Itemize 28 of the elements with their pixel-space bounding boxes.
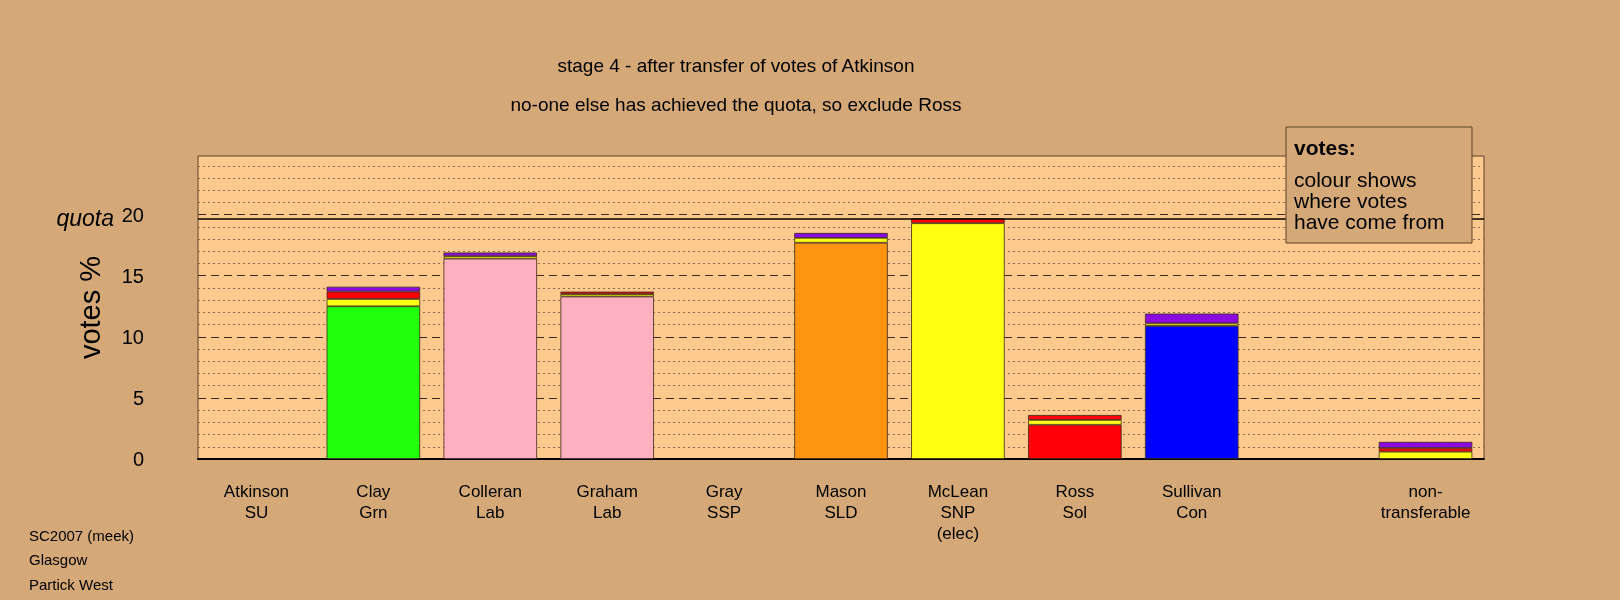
ref-line-label: quota bbox=[56, 205, 114, 232]
x-tick-label: Mason SLD bbox=[815, 482, 867, 522]
text: Partick West bbox=[29, 575, 114, 593]
chart-title: stage 4 - after transfer of votes of Atkinson bbox=[557, 54, 915, 76]
x-tick-label: Ross Sol bbox=[1055, 482, 1095, 522]
y-tick-label: 0 bbox=[132, 448, 144, 470]
bar bbox=[1144, 313, 1239, 324]
x-tick-label: Sullivan Con bbox=[1161, 482, 1222, 522]
bar bbox=[1378, 441, 1473, 448]
text: SC2007 (meek) bbox=[29, 526, 135, 544]
x-tick-label: Colleran Lab bbox=[458, 482, 522, 522]
annotation: colour shows where votes have come from bbox=[1293, 167, 1445, 233]
annotation: votes: bbox=[1294, 135, 1356, 159]
chart-subtitle: no-one else has achieved the quota, so exclude Ross bbox=[510, 93, 962, 115]
y-tick-label: 20 bbox=[121, 203, 144, 226]
bar bbox=[1378, 451, 1473, 459]
y-axis-title: votes % bbox=[73, 255, 106, 360]
x-tick-label: Clay Grn bbox=[356, 482, 391, 522]
x-tick-label: non- transferable bbox=[1380, 482, 1471, 522]
x-tick-label: McLean SNP (elec) bbox=[927, 482, 989, 543]
x-tick-label: Graham Lab bbox=[576, 482, 638, 522]
x-tick-label: Gray SSP bbox=[705, 482, 744, 522]
x-tick-label: Atkinson SU bbox=[223, 482, 290, 522]
bar bbox=[443, 252, 538, 257]
y-tick-label: 5 bbox=[132, 386, 144, 409]
y-tick-label: 10 bbox=[121, 325, 144, 348]
y-tick-label: 15 bbox=[121, 264, 144, 287]
text: Glasgow bbox=[29, 551, 88, 568]
